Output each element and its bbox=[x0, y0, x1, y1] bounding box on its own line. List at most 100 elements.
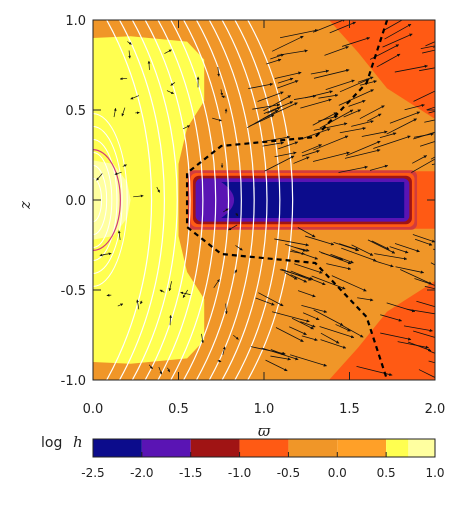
velocity-vector bbox=[313, 122, 348, 131]
velocity-vector bbox=[278, 141, 299, 150]
velocity-vector bbox=[270, 355, 291, 361]
velocity-vector bbox=[274, 238, 309, 247]
velocity-vector bbox=[122, 164, 127, 168]
velocity-vector bbox=[301, 305, 328, 313]
velocity-vector bbox=[371, 240, 390, 250]
velocity-vector bbox=[430, 262, 435, 266]
boundary-dashed-line bbox=[185, 20, 389, 380]
colorbar-tick-label: -2.5 bbox=[81, 466, 104, 480]
velocity-vector bbox=[305, 235, 335, 246]
velocity-vector bbox=[265, 359, 288, 372]
velocity-vector bbox=[413, 330, 435, 338]
velocity-vector bbox=[274, 151, 297, 158]
y-tick-label: 0.5 bbox=[65, 104, 86, 119]
velocity-vector bbox=[339, 126, 366, 134]
velocity-vector bbox=[418, 369, 435, 378]
velocity-vector bbox=[261, 347, 299, 361]
velocity-vector bbox=[299, 128, 331, 141]
plot-area bbox=[93, 20, 435, 380]
velocity-vector bbox=[117, 230, 121, 240]
velocity-vector bbox=[103, 252, 112, 256]
velocity-vector bbox=[431, 163, 435, 166]
velocity-vector bbox=[212, 117, 222, 122]
velocity-vector bbox=[312, 112, 338, 126]
velocity-vector bbox=[351, 120, 374, 127]
velocity-vector bbox=[394, 243, 420, 253]
velocity-vector bbox=[130, 95, 140, 100]
field-line bbox=[157, 20, 204, 380]
velocity-vector bbox=[289, 326, 307, 335]
velocity-vector bbox=[426, 106, 435, 111]
velocity-vector bbox=[252, 103, 281, 110]
velocity-vector bbox=[416, 300, 435, 308]
velocity-vector bbox=[338, 89, 374, 106]
velocity-vector bbox=[297, 227, 316, 238]
velocity-vector bbox=[201, 333, 204, 344]
velocity-vector bbox=[96, 173, 103, 181]
velocity-vector bbox=[319, 109, 354, 129]
velocity-vector bbox=[272, 311, 310, 323]
x-axis-ticks: 0.0 0.5 1.0 1.5 2.0 bbox=[83, 20, 446, 417]
velocity-vector bbox=[413, 90, 435, 102]
colorbar-tick-label: -2.0 bbox=[130, 466, 153, 480]
velocity-vector bbox=[313, 309, 344, 326]
velocity-vector bbox=[325, 79, 355, 90]
contour-regions bbox=[93, 20, 435, 380]
velocity-vector bbox=[386, 302, 416, 313]
colorbar-tick-label: -1.5 bbox=[179, 466, 202, 480]
velocity-vectors bbox=[96, 20, 435, 378]
velocity-vector bbox=[412, 155, 428, 164]
velocity-vector bbox=[373, 135, 411, 149]
region-inner-bright bbox=[93, 36, 205, 364]
velocity-vector bbox=[301, 335, 318, 342]
velocity-vector bbox=[136, 299, 140, 310]
velocity-vector bbox=[335, 324, 351, 332]
x-tick-label: 0.5 bbox=[168, 402, 189, 417]
region-outer-edge-bottom bbox=[329, 281, 435, 380]
velocity-vector bbox=[301, 149, 320, 157]
x-tick-label: 2.0 bbox=[425, 402, 446, 417]
velocity-vector bbox=[220, 89, 224, 96]
velocity-vector bbox=[339, 243, 359, 251]
velocity-vector bbox=[395, 266, 424, 274]
velocity-vector bbox=[357, 297, 374, 302]
velocity-vector bbox=[302, 312, 320, 321]
field-line bbox=[144, 20, 191, 380]
velocity-vector bbox=[290, 250, 305, 256]
velocity-vector bbox=[222, 346, 226, 355]
colorbar: log h -2.5 -2.0 -1.5 -1.0 -0.5 0.0 0.5 1.0 bbox=[41, 433, 445, 480]
velocity-vector bbox=[275, 327, 304, 342]
region-outer-edge-top bbox=[329, 20, 435, 119]
velocity-vector bbox=[324, 46, 349, 56]
velocity-vector bbox=[217, 359, 222, 363]
field-line bbox=[195, 20, 242, 380]
velocity-vector bbox=[301, 144, 322, 154]
colorbar-tick-label: 0.5 bbox=[377, 466, 396, 480]
velocity-vector bbox=[293, 156, 310, 164]
velocity-vector bbox=[380, 332, 412, 341]
velocity-vector bbox=[228, 224, 238, 231]
colorbar-tick-label: -1.0 bbox=[228, 466, 251, 480]
y-tick-label: -1.0 bbox=[61, 374, 86, 389]
velocity-vector bbox=[318, 93, 339, 99]
velocity-vector bbox=[270, 53, 285, 60]
field-line-arc bbox=[93, 164, 108, 236]
velocity-vector bbox=[348, 99, 366, 107]
velocity-vector bbox=[113, 107, 117, 118]
velocity-vector bbox=[235, 212, 239, 217]
velocity-vector bbox=[376, 53, 401, 68]
velocity-vector bbox=[379, 132, 397, 139]
velocity-vector bbox=[235, 245, 243, 251]
velocity-vector bbox=[428, 110, 435, 114]
velocity-vector bbox=[297, 290, 316, 298]
velocity-vector bbox=[313, 68, 350, 79]
velocity-vector bbox=[291, 317, 314, 330]
velocity-vector bbox=[397, 341, 429, 349]
velocity-vector bbox=[386, 118, 417, 135]
velocity-vector bbox=[313, 135, 349, 151]
velocity-vector bbox=[320, 332, 340, 344]
velocity-vector bbox=[359, 80, 377, 86]
velocity-vector bbox=[170, 82, 176, 86]
velocity-vector bbox=[121, 107, 126, 117]
velocity-vector bbox=[331, 275, 367, 292]
